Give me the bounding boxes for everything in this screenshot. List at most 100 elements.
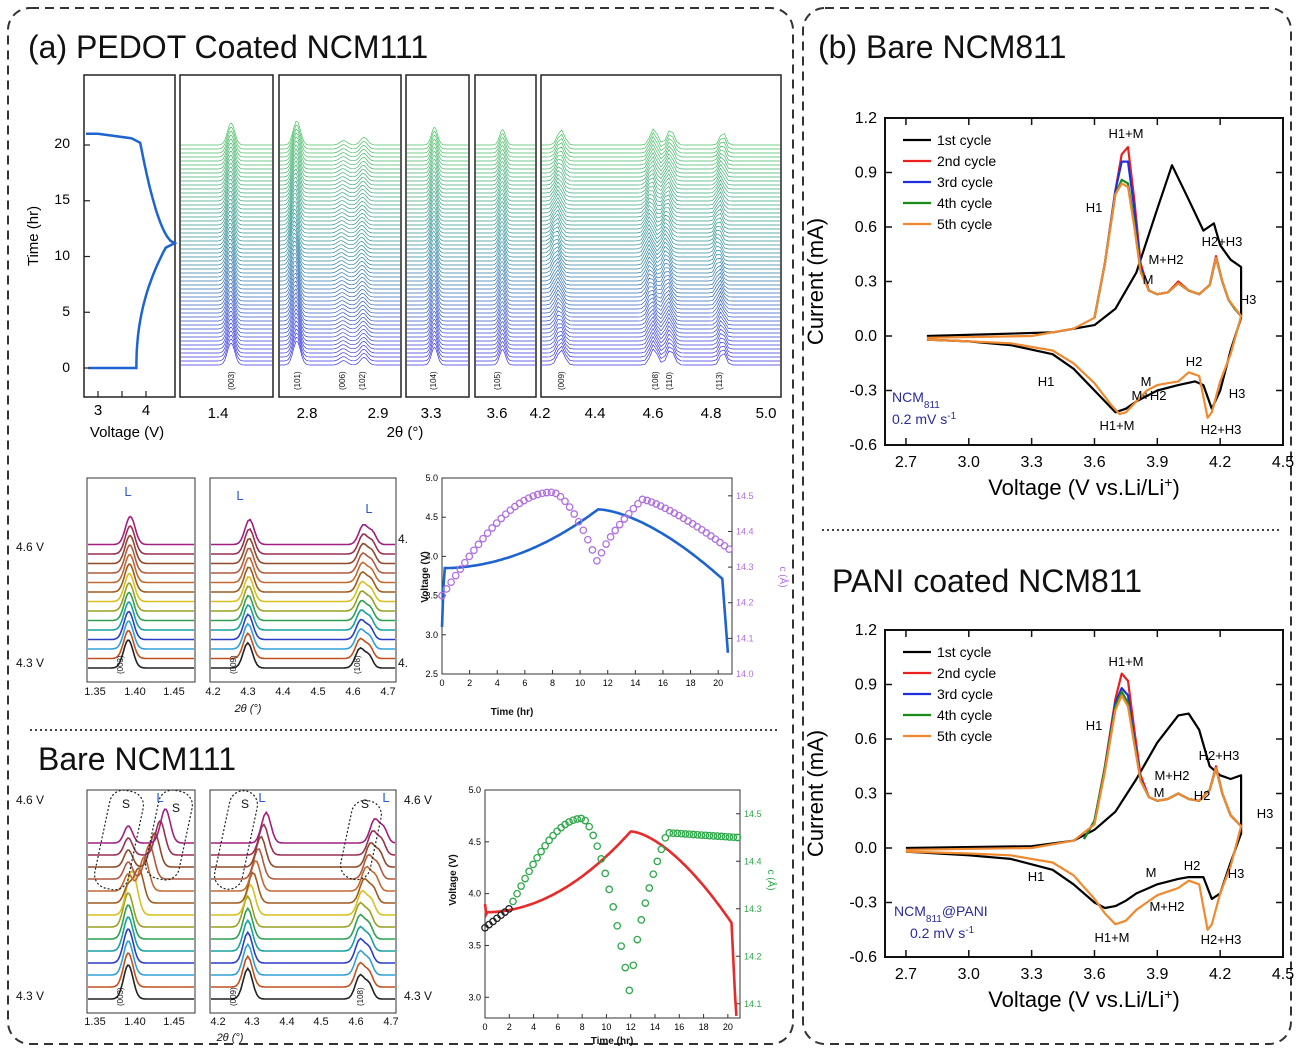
y2-tick-label: 14.5 bbox=[744, 809, 762, 819]
c-lattice-point bbox=[713, 832, 722, 840]
tick: 4.3 bbox=[244, 1016, 259, 1028]
x-tick-label: 4 bbox=[495, 678, 500, 688]
waterfall-trace bbox=[476, 181, 535, 198]
waterfall-trace bbox=[181, 306, 272, 330]
time-axis-label: Time (hr) bbox=[25, 206, 42, 266]
x-tick-label: 6 bbox=[522, 678, 527, 688]
waterfall-trace bbox=[181, 134, 272, 158]
waterfall-trace bbox=[542, 128, 780, 146]
tick: 1.40 bbox=[124, 1016, 145, 1028]
panel-b-title: (b) Bare NCM811 bbox=[818, 29, 1066, 65]
c-lattice-point bbox=[617, 942, 626, 950]
waterfall-trace bbox=[476, 329, 535, 346]
waterfall-trace bbox=[280, 188, 400, 214]
waterfall-trace bbox=[542, 289, 780, 306]
stack-trace bbox=[211, 930, 395, 964]
bare-xrd-stack bbox=[86, 789, 397, 1014]
c-lattice-point bbox=[565, 503, 574, 511]
c-lattice-point bbox=[649, 870, 658, 879]
peak-annotation: M bbox=[1146, 865, 1157, 880]
waterfall-trace bbox=[541, 208, 780, 226]
waterfall-trace bbox=[476, 261, 535, 278]
waterfall-trace bbox=[476, 321, 535, 338]
waterfall-trace bbox=[407, 310, 468, 330]
peak-annotation: H2+H3 bbox=[1201, 422, 1242, 437]
x-tick-label: 6 bbox=[555, 1022, 560, 1032]
waterfall-trace bbox=[476, 137, 535, 154]
tick: 1.45 bbox=[163, 686, 184, 698]
stack-trace bbox=[211, 585, 395, 612]
stack-trace bbox=[211, 594, 395, 622]
waterfall-trace bbox=[407, 146, 468, 166]
two-theta-tick: 2.8 bbox=[297, 405, 318, 422]
waterfall-trace bbox=[181, 342, 272, 366]
waterfall-trace bbox=[542, 131, 780, 150]
tick: 4.3 bbox=[240, 686, 255, 698]
legend-label: 1st cycle bbox=[937, 644, 992, 660]
waterfall-trace bbox=[407, 167, 468, 186]
waterfall-trace bbox=[181, 282, 272, 306]
peak-annotation: H2+H3 bbox=[1202, 234, 1243, 249]
c-lattice-point bbox=[570, 510, 579, 518]
voltage-label-right-bottom: 4.3 V bbox=[404, 989, 432, 1003]
c-lattice-point bbox=[656, 502, 665, 510]
y-tick-label: 0.9 bbox=[855, 677, 877, 694]
c-lattice-point bbox=[641, 899, 650, 907]
time-tick-0: 0 bbox=[62, 359, 70, 375]
cv-ylabel: Current (mA) bbox=[803, 218, 828, 345]
waterfall-trace bbox=[476, 241, 535, 258]
waterfall-trace bbox=[542, 339, 780, 358]
y-tick-label: 4.0 bbox=[468, 889, 481, 899]
waterfall-voltage-panel: 3 4 Voltage (V) 0 5 10 15 20 Time (hr) bbox=[25, 74, 178, 441]
tick: 4.2 bbox=[205, 686, 220, 698]
c-lattice-point bbox=[483, 529, 492, 538]
waterfall-trace bbox=[542, 315, 780, 334]
cv-plot-pani-ncm811: 2.7 3.0 3.3 3.6 3.9 4.2 4.5 -0.6 -0.3 0.0 0.3 0.6 0.… bbox=[803, 622, 1294, 1012]
tick: 4.5 bbox=[310, 686, 325, 698]
peak-label: (105) bbox=[493, 371, 502, 390]
c-lattice-point bbox=[709, 832, 718, 840]
waterfall-trace bbox=[542, 168, 780, 186]
waterfall-trace bbox=[407, 263, 468, 282]
waterfall-trace bbox=[541, 276, 780, 294]
waterfall-trace bbox=[476, 317, 535, 334]
c-lattice-point bbox=[488, 524, 496, 532]
c-lattice-point bbox=[573, 815, 582, 823]
stack-trace bbox=[211, 883, 395, 916]
waterfall-trace bbox=[181, 243, 272, 266]
scan-rate-note: 0.2 mV s-1 bbox=[892, 411, 957, 428]
stack-trace bbox=[211, 528, 395, 555]
peak-label-009: (009) bbox=[229, 987, 238, 1006]
c-lattice-point bbox=[725, 545, 733, 554]
tick: 4.7 bbox=[383, 1016, 398, 1028]
waterfall-trace bbox=[280, 320, 400, 346]
waterfall-trace bbox=[407, 346, 468, 366]
waterfall-trace bbox=[181, 310, 272, 334]
waterfall-trace bbox=[476, 313, 535, 330]
waterfall-trace bbox=[407, 227, 468, 246]
waterfall-trace bbox=[476, 217, 535, 234]
waterfall-trace bbox=[280, 124, 400, 150]
waterfall-trace bbox=[279, 224, 400, 250]
peak-label-009: (009) bbox=[229, 655, 238, 674]
c-lattice-point bbox=[605, 885, 614, 894]
waterfall-trace bbox=[181, 255, 272, 278]
tick: 4.2 bbox=[210, 1016, 225, 1028]
l-marker: L bbox=[236, 488, 243, 503]
waterfall-trace bbox=[181, 142, 272, 166]
time-tick-10: 10 bbox=[54, 247, 70, 263]
peak-annotation: M bbox=[1154, 785, 1165, 800]
waterfall-trace bbox=[541, 227, 780, 246]
y-tick-label: 0.6 bbox=[855, 731, 877, 748]
waterfall-trace bbox=[476, 249, 535, 266]
peak-annotation: H1 bbox=[1038, 374, 1055, 389]
waterfall-trace bbox=[181, 162, 272, 186]
c-lattice-point bbox=[701, 831, 710, 840]
waterfall-trace bbox=[280, 257, 400, 282]
c-lattice-point bbox=[665, 829, 674, 837]
waterfall-trace bbox=[181, 211, 272, 234]
waterfall-trace bbox=[542, 293, 780, 310]
waterfall-trace bbox=[476, 257, 535, 274]
x-tick-label: 8 bbox=[580, 1022, 585, 1032]
waterfall-trace bbox=[407, 303, 468, 322]
